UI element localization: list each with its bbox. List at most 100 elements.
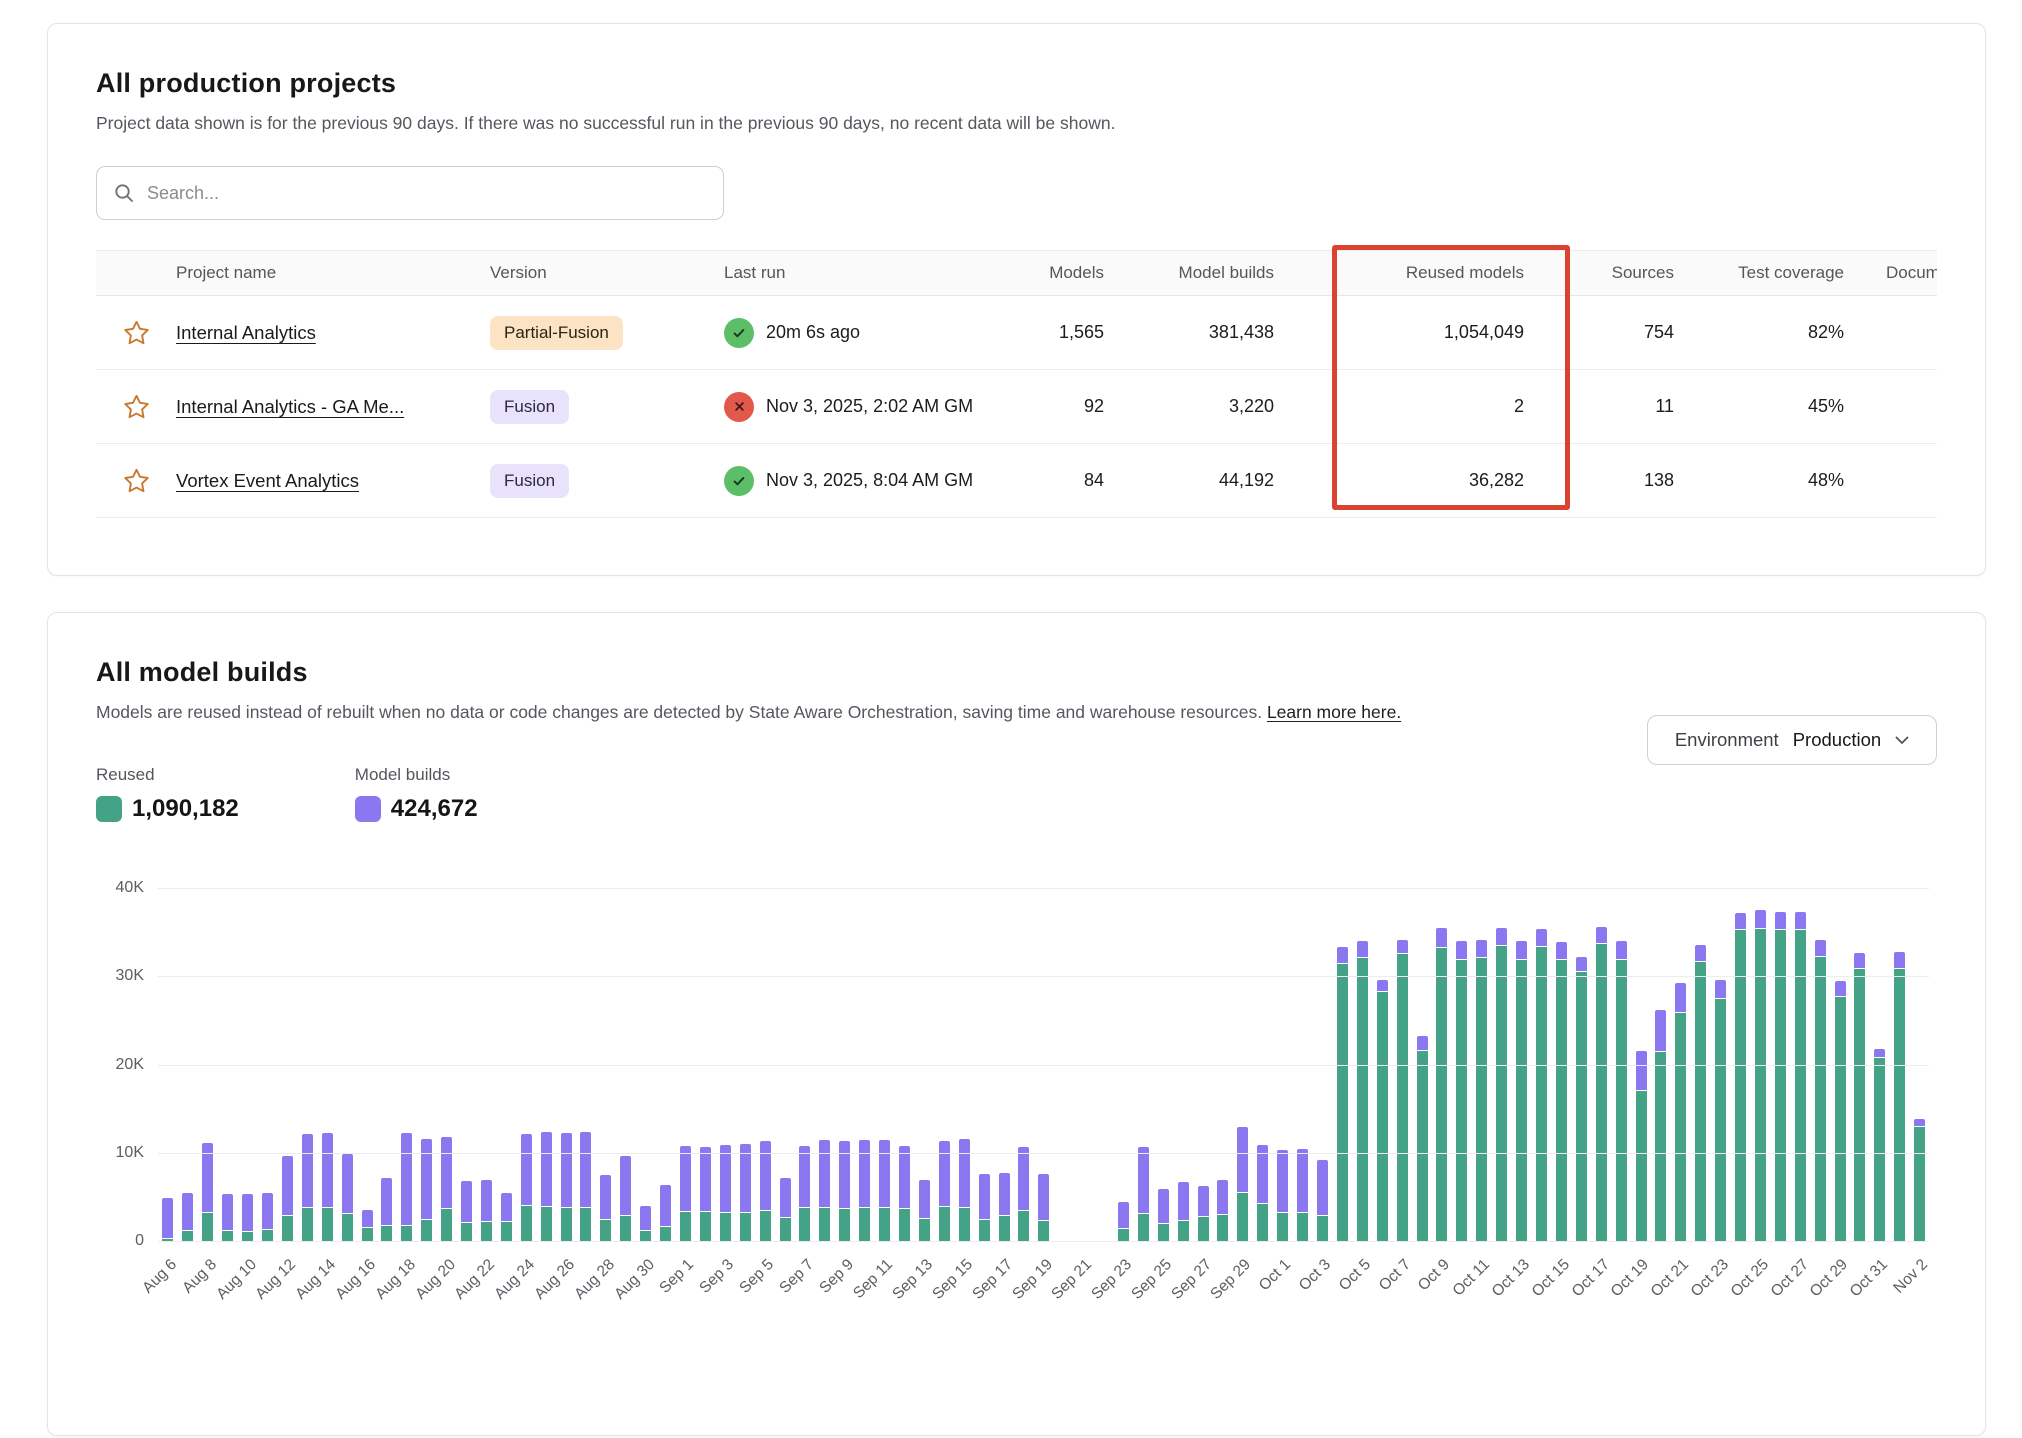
bar-aug-6[interactable]: [158, 889, 178, 1242]
learn-more-link[interactable]: Learn more here.: [1266, 702, 1402, 722]
bar-oct-13[interactable]: [1512, 889, 1532, 1242]
bar-aug-22[interactable]: [477, 889, 497, 1242]
bar-oct-17[interactable]: [1591, 889, 1611, 1242]
bar-sep-13[interactable]: [914, 889, 934, 1242]
bar-oct-9[interactable]: [1432, 889, 1452, 1242]
bar-sep-3[interactable]: [715, 889, 735, 1242]
bar-sep-24[interactable]: [1133, 889, 1153, 1242]
bar-sep-10[interactable]: [855, 889, 875, 1242]
bar-sep-14[interactable]: [934, 889, 954, 1242]
bar-aug-26[interactable]: [556, 889, 576, 1242]
bar-oct-8[interactable]: [1412, 889, 1432, 1242]
bar-aug-19[interactable]: [417, 889, 437, 1242]
bar-oct-5[interactable]: [1352, 889, 1372, 1242]
bar-sep-15[interactable]: [954, 889, 974, 1242]
bar-oct-4[interactable]: [1332, 889, 1352, 1242]
bar-sep-30[interactable]: [1253, 889, 1273, 1242]
bar-oct-29[interactable]: [1830, 889, 1850, 1242]
bar-sep-25[interactable]: [1153, 889, 1173, 1242]
bar-sep-21[interactable]: [1074, 889, 1094, 1242]
x-axis-tick: Sep 5: [736, 1256, 777, 1297]
bar-sep-1[interactable]: [676, 889, 696, 1242]
bar-sep-7[interactable]: [795, 889, 815, 1242]
bar-sep-5[interactable]: [755, 889, 775, 1242]
bar-oct-27[interactable]: [1790, 889, 1810, 1242]
bar-oct-23[interactable]: [1711, 889, 1731, 1242]
bar-sep-23[interactable]: [1114, 889, 1134, 1242]
bar-sep-11[interactable]: [875, 889, 895, 1242]
bar-aug-7[interactable]: [178, 889, 198, 1242]
bar-aug-12[interactable]: [277, 889, 297, 1242]
bar-oct-19[interactable]: [1631, 889, 1651, 1242]
bar-sep-6[interactable]: [775, 889, 795, 1242]
bar-oct-30[interactable]: [1850, 889, 1870, 1242]
bar-sep-8[interactable]: [815, 889, 835, 1242]
bar-aug-24[interactable]: [516, 889, 536, 1242]
bar-oct-12[interactable]: [1492, 889, 1512, 1242]
bar-oct-11[interactable]: [1472, 889, 1492, 1242]
bar-aug-25[interactable]: [536, 889, 556, 1242]
bar-aug-11[interactable]: [258, 889, 278, 1242]
bar-oct-14[interactable]: [1532, 889, 1552, 1242]
bar-oct-18[interactable]: [1611, 889, 1631, 1242]
bar-oct-15[interactable]: [1551, 889, 1571, 1242]
bar-oct-16[interactable]: [1571, 889, 1591, 1242]
bar-sep-4[interactable]: [735, 889, 755, 1242]
bar-aug-27[interactable]: [576, 889, 596, 1242]
bar-oct-20[interactable]: [1651, 889, 1671, 1242]
project-name-link[interactable]: Internal Analytics: [176, 321, 316, 343]
bar-nov-2[interactable]: [1910, 889, 1930, 1242]
bar-oct-26[interactable]: [1770, 889, 1790, 1242]
bar-sep-16[interactable]: [974, 889, 994, 1242]
bar-aug-20[interactable]: [437, 889, 457, 1242]
bar-oct-7[interactable]: [1392, 889, 1412, 1242]
bar-oct-22[interactable]: [1691, 889, 1711, 1242]
bar-sep-22[interactable]: [1094, 889, 1114, 1242]
bar-oct-1[interactable]: [1273, 889, 1293, 1242]
bar-aug-14[interactable]: [317, 889, 337, 1242]
project-name-link[interactable]: Vortex Event Analytics: [176, 469, 360, 491]
bar-nov-1[interactable]: [1890, 889, 1910, 1242]
bar-oct-21[interactable]: [1671, 889, 1691, 1242]
bar-sep-12[interactable]: [895, 889, 915, 1242]
bar-aug-10[interactable]: [238, 889, 258, 1242]
bar-oct-3[interactable]: [1313, 889, 1333, 1242]
bar-aug-15[interactable]: [337, 889, 357, 1242]
bar-sep-19[interactable]: [1034, 889, 1054, 1242]
bar-sep-2[interactable]: [695, 889, 715, 1242]
bar-aug-30[interactable]: [636, 889, 656, 1242]
bar-sep-28[interactable]: [1213, 889, 1233, 1242]
bar-aug-8[interactable]: [198, 889, 218, 1242]
project-name-link[interactable]: Internal Analytics - GA Me...: [176, 395, 405, 417]
environment-select[interactable]: Environment Production: [1647, 715, 1937, 765]
bar-aug-28[interactable]: [596, 889, 616, 1242]
bar-sep-17[interactable]: [994, 889, 1014, 1242]
bar-sep-26[interactable]: [1173, 889, 1193, 1242]
bar-aug-17[interactable]: [377, 889, 397, 1242]
bar-sep-29[interactable]: [1233, 889, 1253, 1242]
bar-aug-23[interactable]: [496, 889, 516, 1242]
bar-sep-27[interactable]: [1193, 889, 1213, 1242]
bar-oct-28[interactable]: [1810, 889, 1830, 1242]
star-icon[interactable]: [123, 393, 150, 420]
bar-oct-2[interactable]: [1293, 889, 1313, 1242]
bar-aug-18[interactable]: [397, 889, 417, 1242]
bar-sep-20[interactable]: [1054, 889, 1074, 1242]
star-icon[interactable]: [123, 467, 150, 494]
bar-aug-29[interactable]: [616, 889, 636, 1242]
bar-aug-31[interactable]: [656, 889, 676, 1242]
bar-aug-21[interactable]: [457, 889, 477, 1242]
bar-oct-31[interactable]: [1870, 889, 1890, 1242]
bar-sep-9[interactable]: [835, 889, 855, 1242]
bar-oct-10[interactable]: [1452, 889, 1472, 1242]
bar-sep-18[interactable]: [1014, 889, 1034, 1242]
bar-oct-24[interactable]: [1731, 889, 1751, 1242]
search-input[interactable]: [147, 182, 707, 204]
bar-aug-13[interactable]: [297, 889, 317, 1242]
project-search[interactable]: [96, 166, 724, 220]
bar-oct-6[interactable]: [1372, 889, 1392, 1242]
bar-oct-25[interactable]: [1751, 889, 1771, 1242]
bar-aug-9[interactable]: [218, 889, 238, 1242]
bar-aug-16[interactable]: [357, 889, 377, 1242]
star-icon[interactable]: [123, 319, 150, 346]
